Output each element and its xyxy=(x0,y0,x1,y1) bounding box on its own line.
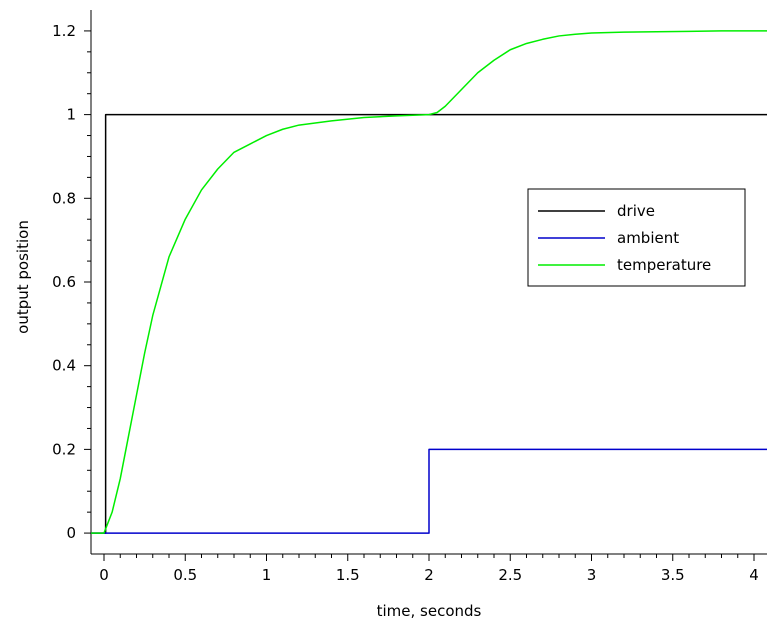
axes: 0 0.5 1 1.5 2 2.5 3 3.5 4 0 0.2 0.4 0.6 0.8 1 1.2 xyxy=(52,10,767,584)
x-tick-label: 4 xyxy=(749,566,759,584)
x-tick-label: 3 xyxy=(587,566,597,584)
y-tick-label: 0 xyxy=(66,524,76,542)
legend-label-drive: drive xyxy=(617,202,655,220)
y-tick-label: 0.4 xyxy=(52,357,76,375)
legend-label-ambient: ambient xyxy=(617,229,679,247)
x-tick-label: 1 xyxy=(262,566,272,584)
series-line-temperature xyxy=(91,30,767,534)
x-tick-label: 2.5 xyxy=(498,566,522,584)
x-axis-title: time, seconds xyxy=(377,602,482,620)
y-tick-label: 1.2 xyxy=(52,22,76,40)
legend-label-temperature: temperature xyxy=(617,256,711,274)
y-tick-label: 1 xyxy=(66,106,76,124)
y-tick-label: 0.8 xyxy=(52,189,76,207)
y-tick-label: 0.6 xyxy=(52,273,76,291)
series-layer xyxy=(91,30,767,534)
legend: drive ambient temperature xyxy=(527,188,746,287)
y-axis-title: output position xyxy=(14,220,32,334)
series-line-ambient xyxy=(91,448,767,534)
x-tick-label: 1.5 xyxy=(336,566,360,584)
x-tick-label: 0.5 xyxy=(173,566,197,584)
x-tick-label: 2 xyxy=(424,566,434,584)
x-tick-label: 0 xyxy=(99,566,109,584)
x-tick-label: 3.5 xyxy=(661,566,685,584)
y-tick-label: 0.2 xyxy=(52,440,76,458)
